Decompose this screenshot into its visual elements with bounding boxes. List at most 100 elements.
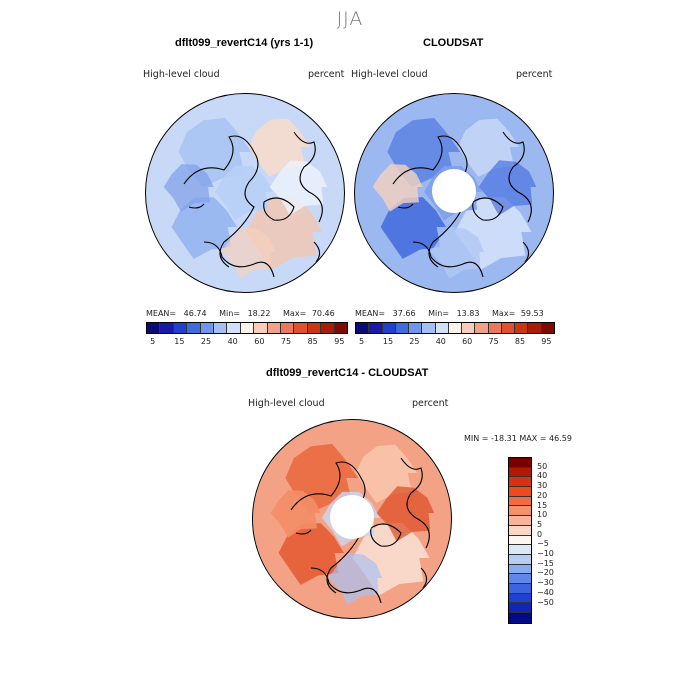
colorbar-tick-label: 10 xyxy=(537,510,548,520)
colorbar-swatch xyxy=(200,323,215,333)
coastline xyxy=(502,131,532,223)
colorbar-tick-label: 85 xyxy=(514,337,526,346)
map-field-patch xyxy=(278,523,344,585)
colorbar-swatch xyxy=(509,603,531,613)
map-field-patch xyxy=(269,160,328,216)
colorbar-swatch xyxy=(448,323,463,333)
colorbar-tick-label: 75 xyxy=(488,337,499,346)
coastline xyxy=(370,523,402,547)
map-border xyxy=(354,93,554,293)
colorbar-tick-label: 15 xyxy=(382,337,394,346)
colorbar-swatch xyxy=(173,323,188,333)
left-max-value: 70.46 xyxy=(311,309,335,318)
colorbar-swatch xyxy=(509,613,531,623)
colorbar-swatch xyxy=(509,583,531,594)
colorbar-tick-label: 40 xyxy=(227,337,238,346)
left-min-label: Min= xyxy=(219,309,241,318)
colorbar-swatch xyxy=(509,477,531,488)
diff-panel-heading: dflt099_revertC14 - CLOUDSAT xyxy=(266,367,429,379)
colorbar-swatch xyxy=(462,323,476,333)
map-field-patch xyxy=(163,164,214,212)
left-panel-heading: dflt099_revertC14 (yrs 1-1) xyxy=(175,37,314,49)
colorbar-tick-label: 60 xyxy=(254,337,265,346)
colorbar-swatch xyxy=(528,323,542,333)
colorbar-swatch xyxy=(334,323,348,333)
left-mean-value: 46.74 xyxy=(183,309,207,318)
colorbar-tick-label: −15 xyxy=(537,558,554,568)
colorbar-tick-label: 95 xyxy=(334,337,345,346)
right-colorbar-ticks: 5 15 25 40 60 75 85 95 xyxy=(355,337,553,349)
right-panel-units: percent xyxy=(516,69,553,80)
colorbar-swatch xyxy=(267,323,282,333)
colorbar-swatch xyxy=(475,323,489,333)
coastline xyxy=(392,135,468,268)
right-panel-stats: MEAN= 37.66 Min= 13.83 Max= 59.53 xyxy=(355,309,544,318)
colorbar-swatch xyxy=(509,516,531,526)
right-polar-map xyxy=(354,93,554,293)
colorbar-swatch xyxy=(488,323,502,333)
colorbar-swatch xyxy=(509,574,531,584)
colorbar-swatch xyxy=(147,323,161,333)
left-colorbar xyxy=(146,322,348,334)
colorbar-tick-label: −10 xyxy=(537,549,554,558)
colorbar-tick-label: 0 xyxy=(537,529,543,539)
diff-minmax: MIN = -18.31 MAX = 46.59 xyxy=(464,434,572,443)
colorbar-tick-label: 5 xyxy=(359,337,365,346)
colorbar-swatch xyxy=(227,323,241,333)
colorbar-tick-label: 50 xyxy=(537,461,548,471)
colorbar-tick-label: 15 xyxy=(537,500,548,510)
polar-data-gap xyxy=(432,169,476,213)
map-field-patch xyxy=(380,197,446,259)
coastline xyxy=(400,457,430,549)
colorbar-swatch xyxy=(422,323,436,333)
colorbar-swatch xyxy=(509,506,531,517)
right-panel-variable: High-level cloud xyxy=(351,69,428,80)
coastline xyxy=(412,241,484,278)
diff-polar-map xyxy=(252,419,452,619)
colorbar-swatch xyxy=(281,323,295,333)
map-field-patch xyxy=(478,160,537,216)
colorbar-tick-label: 40 xyxy=(537,471,548,481)
coastline xyxy=(522,241,530,263)
colorbar-tick-label: −40 xyxy=(537,587,554,597)
colorbar-swatch xyxy=(509,458,531,468)
map-field-patch xyxy=(215,165,273,221)
polar-data-gap xyxy=(330,495,374,539)
colorbar-swatch xyxy=(395,323,410,333)
diff-colorbar xyxy=(508,457,532,624)
coastline xyxy=(310,567,382,604)
coastline xyxy=(313,241,321,263)
colorbar-tick-label: 85 xyxy=(307,337,318,346)
left-min-value: 18.22 xyxy=(247,309,271,318)
coastline xyxy=(263,197,295,221)
coastline xyxy=(472,197,504,221)
colorbar-tick-label: −20 xyxy=(537,568,554,578)
colorbar-swatch xyxy=(254,323,268,333)
colorbar-swatch xyxy=(509,535,531,546)
colorbar-swatch xyxy=(509,554,531,565)
colorbar-tick-label: −30 xyxy=(537,578,554,588)
colorbar-tick-label: 25 xyxy=(200,337,212,346)
coastline xyxy=(293,131,323,223)
figure-title: JJA xyxy=(336,8,364,30)
colorbar-swatch xyxy=(160,323,174,333)
colorbar-swatch xyxy=(509,545,531,555)
coastline xyxy=(397,203,414,209)
colorbar-tick-label: 25 xyxy=(409,337,420,346)
coastline xyxy=(290,461,366,594)
colorbar-swatch xyxy=(321,323,335,333)
coastline xyxy=(183,135,259,268)
colorbar-tick-label: 60 xyxy=(462,337,473,346)
colorbar-tick-label: 5 xyxy=(537,519,543,529)
colorbar-swatch xyxy=(382,323,396,333)
diff-panel-variable: High-level cloud xyxy=(248,398,325,409)
right-panel-heading: CLOUDSAT xyxy=(423,37,484,49)
colorbar-tick-label: 95 xyxy=(541,337,552,346)
colorbar-swatch xyxy=(240,323,255,333)
colorbar-swatch xyxy=(541,323,554,333)
colorbar-swatch xyxy=(509,467,531,478)
colorbar-tick-label: −50 xyxy=(537,597,554,607)
coastline xyxy=(188,203,205,209)
right-max-value: 59.53 xyxy=(520,309,544,318)
colorbar-tick-label: 40 xyxy=(435,337,446,346)
